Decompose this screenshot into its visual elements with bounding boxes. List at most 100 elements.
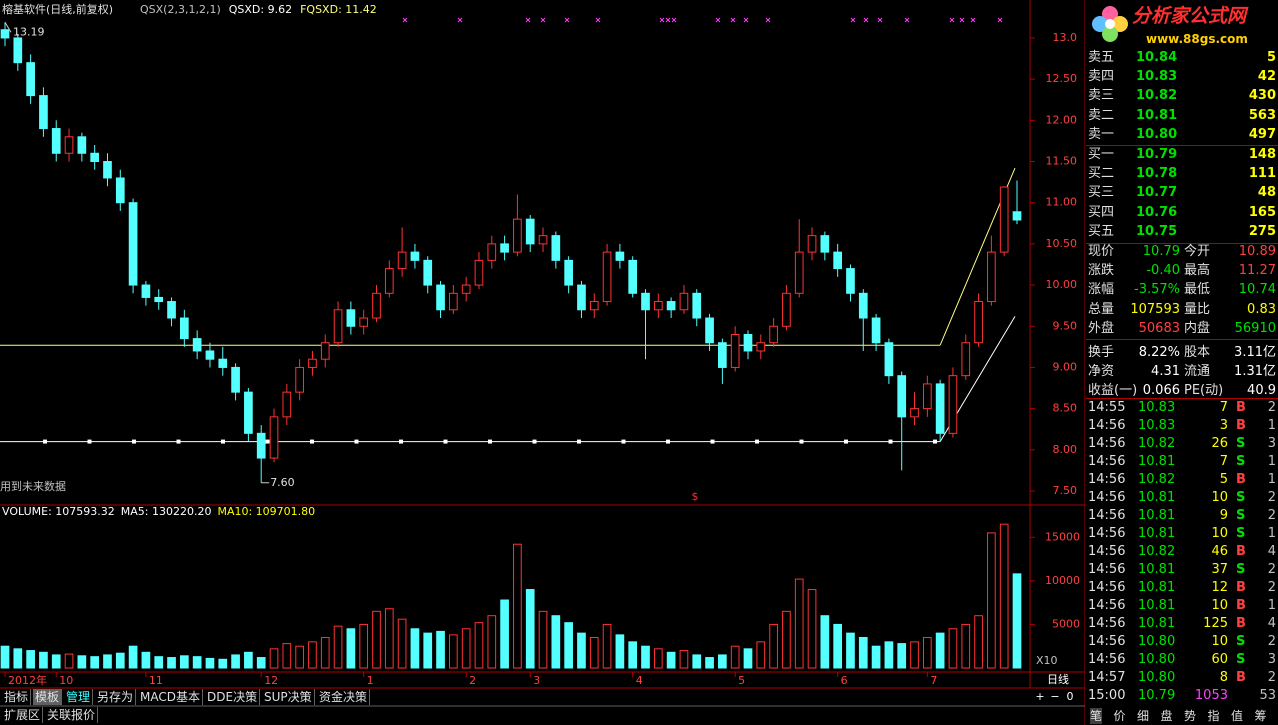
- candle-body: [948, 375, 958, 434]
- candle-body: [333, 309, 343, 344]
- trade-price: 10.82: [1138, 472, 1176, 487]
- book-label: 买一: [1088, 147, 1115, 162]
- stat-label: PE(动): [1184, 383, 1224, 399]
- volume-bar: [205, 657, 215, 669]
- volume-bar: [474, 622, 484, 669]
- logo: 分析家公式网 www.88gs.com: [1086, 0, 1278, 48]
- candle-body: [231, 366, 240, 393]
- stat-value: 11.27: [1238, 263, 1276, 279]
- book-label: 买三: [1088, 185, 1115, 201]
- candle-body: [295, 366, 304, 393]
- candle-body: [0, 29, 10, 39]
- stat-label: 今开: [1184, 244, 1211, 259]
- tab[interactable]: SUP决策: [262, 689, 315, 705]
- volume-bar: [333, 625, 343, 669]
- trade-side: S: [1236, 508, 1246, 523]
- candle-body: [692, 292, 702, 319]
- trade-count: 2: [1267, 634, 1276, 649]
- trade-time: 14:56: [1088, 580, 1126, 595]
- candle-body: [77, 136, 87, 154]
- trade-volume: 7: [1219, 400, 1228, 415]
- bottom-tab[interactable]: 笔: [1090, 708, 1103, 724]
- book-volume: 563: [1248, 107, 1276, 123]
- trade-price: 10.80: [1138, 634, 1176, 649]
- volume-bar: [26, 650, 35, 669]
- trade-side: S: [1236, 634, 1246, 649]
- tab[interactable]: DDE决策: [205, 689, 261, 705]
- x-tick-label: 1: [367, 674, 374, 687]
- tab[interactable]: MACD基本: [138, 689, 203, 705]
- tab[interactable]: 管理: [64, 689, 94, 705]
- trade-price: 10.82: [1138, 544, 1176, 559]
- book-volume: 275: [1248, 223, 1276, 239]
- candle-body: [884, 342, 894, 377]
- tab[interactable]: 资金决策: [317, 689, 371, 705]
- candle-body: [269, 416, 279, 459]
- quote-panel: 分析家公式网 www.88gs.com 卖五 10.84 5 卖四 10.83 42 卖三 1…: [1086, 0, 1278, 725]
- candle-body: [13, 37, 23, 64]
- trade-count: 1: [1267, 526, 1276, 541]
- trade-side: S: [1236, 526, 1246, 541]
- x-tick-label: 4: [636, 674, 643, 687]
- trade-time: 14:56: [1088, 652, 1126, 667]
- tab[interactable]: 扩展区: [2, 707, 44, 723]
- bottom-tab[interactable]: 指: [1207, 709, 1220, 723]
- candle-body: [192, 338, 202, 352]
- trade-volume: 10: [1211, 526, 1228, 541]
- volume-bar: [372, 610, 381, 669]
- tab[interactable]: 关联报价: [45, 707, 99, 723]
- bottom-tab[interactable]: 值: [1231, 709, 1244, 723]
- candle-body: [205, 350, 215, 360]
- support-dot: [488, 439, 492, 444]
- bottom-tab[interactable]: 细: [1137, 709, 1150, 723]
- book-price: 10.75: [1136, 223, 1178, 239]
- trade-side: B: [1236, 544, 1246, 559]
- zoom-button[interactable]: −: [1050, 690, 1059, 703]
- tab[interactable]: 另存为: [95, 689, 137, 705]
- trade-count: 1: [1267, 418, 1276, 433]
- volume-bar: [141, 651, 151, 669]
- y-tick-label: 12.00: [1046, 113, 1078, 126]
- support-dot: [132, 439, 136, 444]
- stat-value: -3.57%: [1134, 282, 1180, 298]
- bottom-tab[interactable]: 势: [1184, 709, 1197, 723]
- zoom-button[interactable]: +: [1035, 690, 1044, 703]
- stat-label: 股本: [1184, 345, 1211, 360]
- bottom-tab[interactable]: 盘: [1160, 709, 1173, 723]
- high-label: 13.19: [13, 25, 45, 38]
- support-dot: [265, 439, 270, 444]
- volume-bar: [308, 641, 317, 669]
- stat-value: 107593: [1130, 301, 1180, 317]
- zoom-button[interactable]: 0: [1067, 690, 1074, 703]
- trade-time: 14:56: [1088, 508, 1126, 523]
- candle-body: [666, 301, 676, 311]
- indicator: QSX(2,3,1,2,1): [140, 3, 221, 16]
- stat-value: 40.9: [1247, 383, 1276, 399]
- tab[interactable]: 指标: [2, 689, 32, 705]
- y-tick-label: 11.00: [1046, 196, 1078, 209]
- bottom-tab[interactable]: 价: [1113, 709, 1126, 723]
- candle-body: [256, 432, 266, 459]
- tab[interactable]: 模板: [33, 689, 63, 705]
- support-dot: [87, 439, 92, 444]
- volume-bar: [602, 623, 612, 669]
- stat-label: 流通: [1184, 364, 1211, 380]
- volume-bar: [589, 636, 599, 669]
- separator: [1086, 243, 1278, 244]
- candle-body: [346, 309, 356, 327]
- candle-body: [26, 62, 35, 97]
- trade-volume: 3: [1219, 418, 1228, 433]
- y-tick-label: 11.50: [1046, 155, 1078, 168]
- candle-body: [653, 301, 663, 311]
- bottom-tab[interactable]: 筹: [1254, 709, 1267, 723]
- support-dot: [621, 439, 626, 444]
- trade-count: 2: [1267, 580, 1276, 595]
- signal: $: [692, 490, 699, 503]
- marker: [659, 17, 665, 23]
- stat-label: 量比: [1184, 301, 1211, 317]
- book-label: 卖二: [1088, 107, 1115, 123]
- volume-bar: [922, 636, 932, 669]
- candle-body: [910, 408, 919, 418]
- volume-bar: [756, 641, 766, 669]
- candle-body: [679, 292, 689, 311]
